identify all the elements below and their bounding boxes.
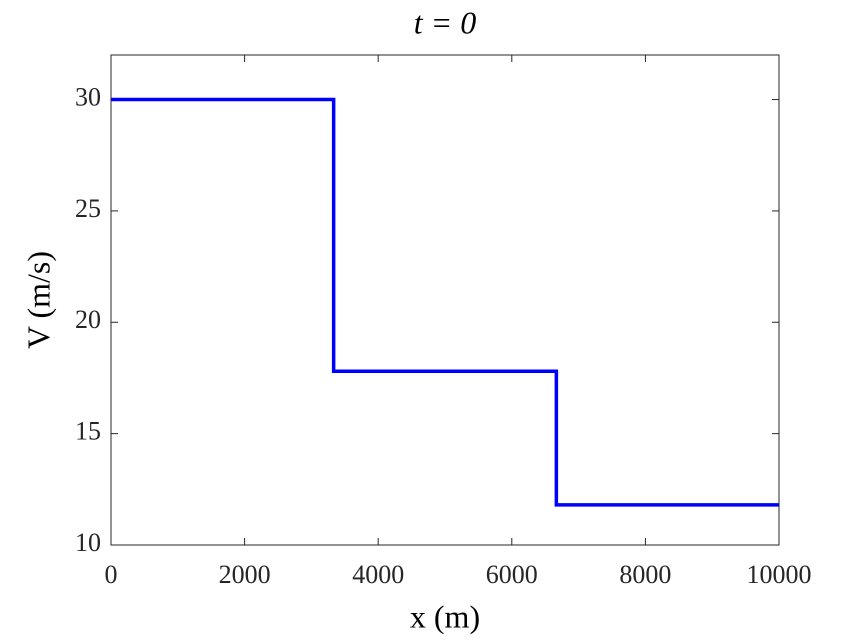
x-tick-label: 2000 xyxy=(219,560,271,589)
x-tick-label: 6000 xyxy=(486,560,538,589)
chart-title: t = 0 xyxy=(414,4,476,40)
x-tick-label: 4000 xyxy=(352,560,404,589)
y-tick-label: 20 xyxy=(75,305,101,334)
x-tick-label: 8000 xyxy=(619,560,671,589)
x-tick-label: 10000 xyxy=(747,560,812,589)
x-axis-label: x (m) xyxy=(410,598,480,634)
y-tick-label: 15 xyxy=(75,417,101,446)
line-series xyxy=(111,97,779,507)
y-tick-label: 30 xyxy=(75,83,101,112)
plot-frame xyxy=(110,54,780,546)
x-tick-label: 0 xyxy=(105,560,118,589)
y-axis-label: V (m/s) xyxy=(20,251,56,349)
y-tick-label: 25 xyxy=(75,194,101,223)
y-tick-label: 10 xyxy=(75,528,101,557)
